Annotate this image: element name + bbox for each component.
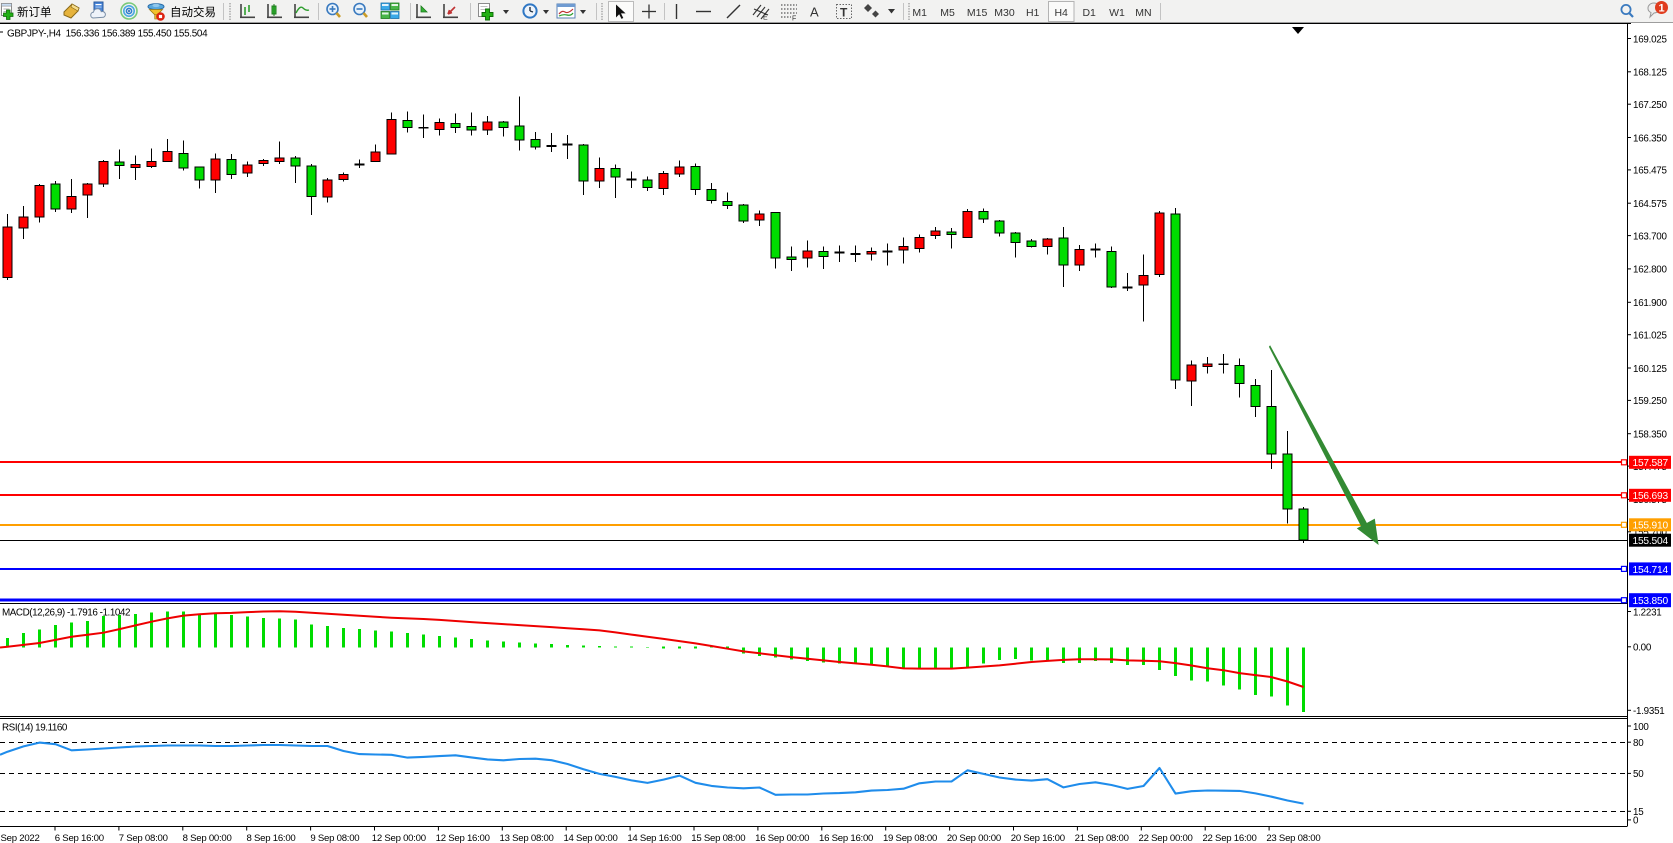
svg-text:22 Sep 00:00: 22 Sep 00:00 [1139,833,1193,843]
svg-text:155.504: 155.504 [1633,536,1669,547]
svg-text:15: 15 [1633,807,1644,818]
svg-text:169.025: 169.025 [1633,34,1667,45]
svg-text:MN: MN [1135,7,1151,19]
svg-text:13 Sep 08:00: 13 Sep 08:00 [500,833,554,843]
svg-text:M15: M15 [967,7,988,19]
svg-text:14 Sep 16:00: 14 Sep 16:00 [627,833,681,843]
svg-text:GBPJPY-,H4 156.336 156.389 15: GBPJPY-,H4 156.336 156.389 155.450 155.5… [7,28,208,39]
svg-text:7 Sep 08:00: 7 Sep 08:00 [119,833,168,843]
svg-text:23 Sep 08:00: 23 Sep 08:00 [1266,833,1320,843]
svg-text:-1.9351: -1.9351 [1633,706,1664,717]
svg-text:80: 80 [1633,738,1644,749]
svg-text:156.693: 156.693 [1633,491,1669,502]
svg-text:H4: H4 [1054,7,1068,19]
svg-text:9 Sep 08:00: 9 Sep 08:00 [310,833,359,843]
svg-text:A: A [810,5,819,20]
svg-text:E: E [763,15,768,22]
svg-text:160.125: 160.125 [1633,364,1667,375]
svg-text:12 Sep 16:00: 12 Sep 16:00 [436,833,490,843]
svg-text:157.587: 157.587 [1633,458,1669,469]
svg-text:15 Sep 08:00: 15 Sep 08:00 [691,833,745,843]
svg-text:16 Sep 00:00: 16 Sep 00:00 [755,833,809,843]
svg-text:5 Sep 2022: 5 Sep 2022 [0,833,40,843]
svg-text:F: F [792,16,796,23]
svg-text:166.350: 166.350 [1633,133,1667,144]
svg-text:159.250: 159.250 [1633,396,1667,407]
svg-text:154.714: 154.714 [1633,565,1669,576]
svg-text:165.475: 165.475 [1633,166,1667,177]
svg-text:168.125: 168.125 [1633,68,1667,79]
svg-text:50: 50 [1633,769,1644,780]
svg-text:M1: M1 [912,7,927,19]
svg-text:1.2231: 1.2231 [1633,608,1661,619]
svg-text:W1: W1 [1109,7,1125,19]
svg-text:19 Sep 08:00: 19 Sep 08:00 [883,833,937,843]
svg-text:155.910: 155.910 [1633,521,1669,532]
svg-text:1: 1 [1658,3,1664,15]
svg-text:M30: M30 [994,7,1015,19]
svg-text:158.350: 158.350 [1633,430,1667,441]
svg-text:T: T [840,6,848,20]
svg-text:6 Sep 16:00: 6 Sep 16:00 [55,833,104,843]
svg-text:162.800: 162.800 [1633,265,1667,276]
svg-text:RSI(14) 19.1160: RSI(14) 19.1160 [2,723,68,734]
svg-text:MACD(12,26,9) -1.7916 -1.1042: MACD(12,26,9) -1.7916 -1.1042 [2,608,130,619]
svg-text:8 Sep 00:00: 8 Sep 00:00 [183,833,232,843]
svg-text:161.025: 161.025 [1633,331,1667,342]
svg-text:0.00: 0.00 [1633,643,1652,654]
svg-text:22 Sep 16:00: 22 Sep 16:00 [1202,833,1256,843]
svg-text:自动交易: 自动交易 [170,5,216,19]
svg-text:14 Sep 00:00: 14 Sep 00:00 [563,833,617,843]
svg-text:0: 0 [1633,816,1639,827]
svg-text:163.700: 163.700 [1633,231,1667,242]
svg-text:H1: H1 [1026,7,1040,19]
svg-text:164.575: 164.575 [1633,199,1667,210]
svg-text:16 Sep 16:00: 16 Sep 16:00 [819,833,873,843]
svg-text:167.250: 167.250 [1633,100,1667,111]
svg-text:153.850: 153.850 [1633,596,1669,607]
svg-text:D1: D1 [1082,7,1096,19]
svg-text:20 Sep 00:00: 20 Sep 00:00 [947,833,1001,843]
svg-text:20 Sep 16:00: 20 Sep 16:00 [1011,833,1065,843]
svg-text:100: 100 [1633,722,1649,733]
svg-text:12 Sep 00:00: 12 Sep 00:00 [372,833,426,843]
svg-text:161.900: 161.900 [1633,298,1667,309]
svg-text:21 Sep 08:00: 21 Sep 08:00 [1075,833,1129,843]
svg-text:155.700: 155.700 [1633,528,1667,539]
svg-text:新订单: 新订单 [17,5,52,19]
svg-text:8 Sep 16:00: 8 Sep 16:00 [247,833,296,843]
svg-text:M5: M5 [940,7,955,19]
